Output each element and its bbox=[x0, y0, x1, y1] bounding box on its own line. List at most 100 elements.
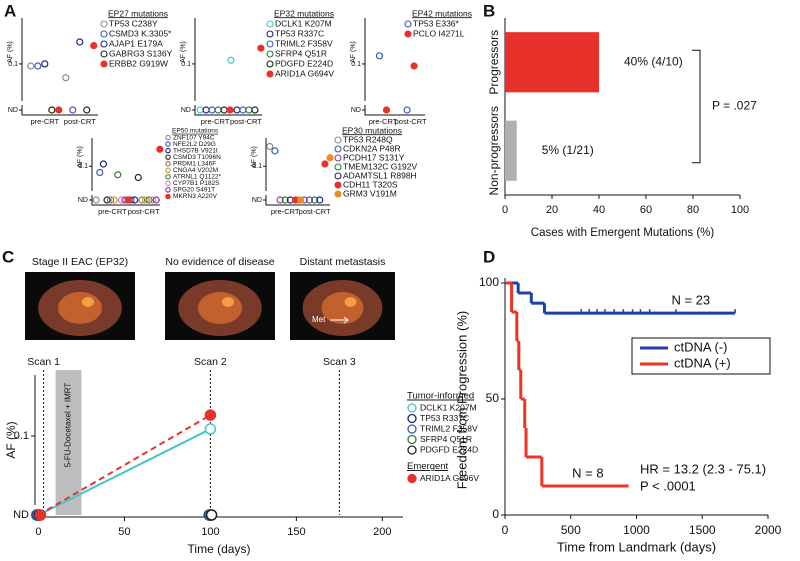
legend-marker bbox=[334, 190, 342, 198]
legend-marker bbox=[165, 167, 171, 174]
legend-title: EP27 mutations bbox=[108, 8, 168, 18]
legend-marker bbox=[407, 445, 417, 455]
point bbox=[271, 147, 279, 155]
point bbox=[316, 196, 324, 204]
image-caption: Distant metastasis bbox=[300, 256, 386, 268]
legend-marker bbox=[165, 174, 171, 180]
x-tick-label: 100 bbox=[731, 204, 749, 216]
legend-marker bbox=[266, 50, 274, 58]
point bbox=[382, 106, 391, 114]
x-tick-label: 60 bbox=[640, 204, 652, 216]
legend-label: TP53 R248Q bbox=[343, 134, 393, 144]
image-caption: Stage II EAC (EP32) bbox=[32, 256, 128, 268]
y-tick-label: 0.1 bbox=[181, 61, 191, 68]
point bbox=[69, 106, 77, 114]
scan-organ bbox=[198, 292, 242, 324]
x-tick-label: pre-CRT bbox=[271, 207, 300, 216]
y-axis bbox=[21, 18, 98, 116]
legend-label: ERBB2 G919W bbox=[109, 58, 168, 68]
legend-label: CYP7B1 P182S bbox=[173, 180, 220, 187]
point bbox=[233, 106, 241, 114]
x-tick-label: 0 bbox=[35, 526, 41, 538]
series-line bbox=[37, 414, 211, 516]
legend-marker bbox=[266, 20, 274, 28]
legend-label: CDH11 T320S bbox=[343, 179, 398, 189]
legend-label: TRIML2 F358V bbox=[275, 38, 333, 48]
x-tick-label: 200 bbox=[373, 526, 391, 538]
x-tick-label: post-CRT bbox=[395, 117, 427, 126]
legend-marker bbox=[407, 413, 417, 424]
x-tick-label: post-CRT bbox=[230, 117, 262, 126]
legend-label: PCLO I4271L bbox=[413, 28, 465, 38]
y-axis-label: AF (%) bbox=[77, 146, 84, 168]
legend-label: CNGA4 V202M bbox=[173, 167, 218, 174]
point bbox=[125, 196, 133, 204]
x-tick-label: 500 bbox=[561, 523, 581, 537]
point bbox=[281, 196, 289, 204]
scan-label: Scan 2 bbox=[194, 356, 227, 368]
point bbox=[196, 106, 204, 114]
legend-label: ctDNA (-) bbox=[674, 339, 727, 354]
legend-marker bbox=[334, 154, 342, 162]
legend-label: TMEM132C G192V bbox=[343, 161, 417, 171]
legend-title: EP30 mutations bbox=[342, 125, 402, 135]
legend-group-title: Tumor-informed bbox=[407, 391, 474, 402]
legend-label: TP53 R337C bbox=[420, 413, 469, 423]
y-tick-label: 0.1 bbox=[78, 163, 88, 170]
point bbox=[202, 106, 210, 114]
legend-marker bbox=[404, 20, 412, 28]
legend-label: TP53 C238Y bbox=[109, 18, 158, 28]
point bbox=[90, 42, 98, 50]
point bbox=[305, 196, 314, 204]
y-tick-label: ND bbox=[181, 107, 191, 114]
point bbox=[92, 196, 100, 204]
x-tick-label: pre-CRT bbox=[201, 117, 230, 126]
point bbox=[297, 196, 305, 204]
point bbox=[83, 106, 91, 114]
y-axis bbox=[194, 18, 262, 116]
axes bbox=[34, 375, 403, 518]
y-tick-label: ND bbox=[252, 197, 262, 204]
legend-label: ZNF107 Y94C bbox=[173, 134, 215, 141]
x-tick-label: pre-CRT bbox=[98, 207, 127, 216]
panel-letter: B bbox=[483, 1, 495, 20]
y-axis-label: AF (%) bbox=[4, 421, 18, 458]
legend-label: PRDM1 L346F bbox=[173, 160, 216, 167]
point bbox=[326, 154, 334, 162]
y-axis-label: AF (%) bbox=[350, 41, 357, 63]
y-axis-label: Freedom from Progression (%) bbox=[454, 311, 469, 489]
y-axis bbox=[265, 138, 330, 206]
x-tick-label: post-CRT bbox=[64, 117, 96, 126]
legend-box bbox=[631, 337, 771, 375]
point bbox=[257, 44, 265, 52]
legend-label: GABRG3 S136Y bbox=[109, 48, 173, 58]
legend-marker bbox=[404, 30, 412, 38]
legend-label: SPG20 S491T bbox=[173, 187, 215, 194]
x-axis-label: Time from Landmark (days) bbox=[557, 539, 716, 554]
point bbox=[55, 106, 63, 114]
point bbox=[208, 106, 216, 114]
value-label: 40% (4/10) bbox=[624, 54, 683, 68]
panel-letter: C bbox=[2, 247, 14, 266]
legend-marker bbox=[407, 473, 417, 484]
x-tick-label: 2000 bbox=[755, 523, 782, 537]
point bbox=[220, 106, 228, 114]
x-tick-label: 100 bbox=[201, 526, 219, 538]
point bbox=[76, 38, 84, 46]
x-tick-label: 80 bbox=[687, 204, 699, 216]
point bbox=[96, 168, 104, 177]
point bbox=[152, 196, 160, 204]
legend-label: GRM3 V191M bbox=[343, 188, 397, 198]
legend-marker bbox=[266, 70, 274, 78]
x-tick-label: 50 bbox=[118, 526, 130, 538]
annotation: P < .0001 bbox=[640, 478, 696, 493]
point bbox=[34, 62, 42, 70]
series-line bbox=[37, 428, 211, 516]
legend-label: DCLK1 K207M bbox=[420, 402, 477, 412]
scan-label: Scan 3 bbox=[323, 356, 356, 368]
x-tick-label: post-CRT bbox=[128, 207, 160, 216]
legend-label: ARID1A G694V bbox=[275, 68, 334, 78]
y-axis-label: AF (%) bbox=[251, 146, 258, 168]
